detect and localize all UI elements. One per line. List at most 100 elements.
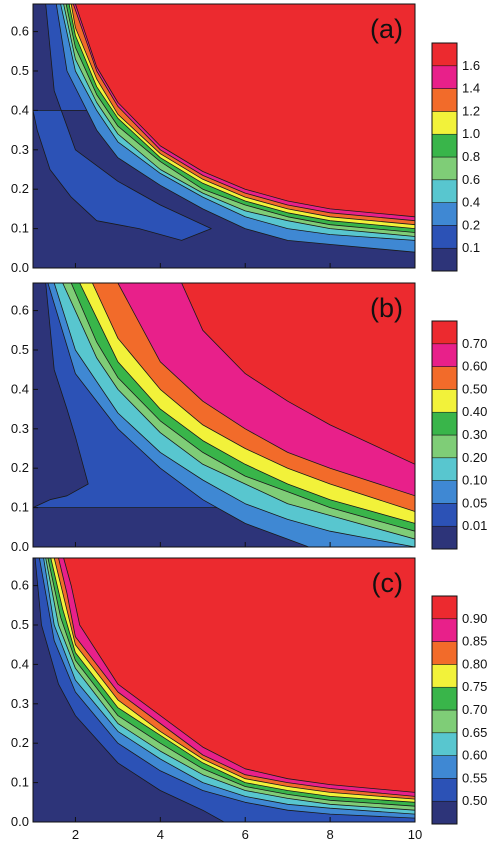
legend-swatch [431, 755, 458, 779]
legend-label: 0.01 [462, 518, 487, 533]
y-tick-label: 0.1 [11, 775, 29, 790]
legend-frame [431, 595, 458, 825]
x-tick-label: 2 [72, 827, 79, 842]
y-tick-label: 0.2 [11, 735, 29, 750]
legend-label: 0.70 [462, 336, 487, 351]
legend-label: 0.1 [462, 240, 480, 255]
legend-label: 0.65 [462, 725, 487, 740]
legend-swatch [431, 225, 458, 249]
legend-swatch [431, 202, 458, 226]
legend-swatch [431, 778, 458, 802]
legend-swatch [431, 111, 458, 135]
legend-label: 0.2 [462, 217, 480, 232]
contour-fills [33, 558, 415, 822]
legend-label: 0.4 [462, 195, 480, 210]
plot-frame [32, 3, 416, 269]
legend-swatch [431, 320, 458, 345]
legend-label: 0.40 [462, 404, 487, 419]
legend-label: 0.50 [462, 381, 487, 396]
legend-swatch [431, 457, 458, 481]
legend-label: 0.05 [462, 495, 487, 510]
y-tick-label: 0.1 [11, 500, 29, 515]
y-tick-label: 0.6 [11, 24, 29, 39]
y-tick-label: 0.2 [11, 460, 29, 475]
y-tick-label: 0.5 [11, 342, 29, 357]
legend-swatch [431, 664, 458, 688]
legend-swatch [431, 503, 458, 527]
legend-label: 1.4 [462, 81, 480, 96]
panel-label: (a) [370, 14, 403, 44]
legend-label: 0.60 [462, 359, 487, 374]
legend-swatch [431, 247, 458, 272]
legend-label: 0.30 [462, 427, 487, 442]
x-tick-label: 4 [157, 827, 164, 842]
legend-label: 0.60 [462, 748, 487, 763]
legend-label: 0.70 [462, 702, 487, 717]
legend-label: 0.85 [462, 634, 487, 649]
y-tick-label: 0.6 [11, 303, 29, 318]
contour-fills [33, 283, 415, 547]
legend-swatch [431, 366, 458, 390]
legend-label: 0.55 [462, 770, 487, 785]
y-tick-label: 0.0 [11, 539, 29, 554]
color-legend: 0.01 0.05 0.10 0.20 0.30 0.40 0.50 0.60 0.70 [431, 320, 487, 550]
legend-label: 0.90 [462, 611, 487, 626]
y-tick-label: 0.1 [11, 221, 29, 236]
legend-label: 1.2 [462, 103, 480, 118]
x-tick-label: 6 [242, 827, 249, 842]
legend-swatch [431, 434, 458, 459]
legend-swatch [431, 800, 458, 825]
contour-level-0.9 [63, 558, 415, 793]
legend-frame [431, 42, 458, 272]
legend-swatch [431, 179, 458, 203]
legend-swatch [431, 133, 458, 158]
legend-swatch [431, 732, 458, 756]
legend-swatch [431, 42, 458, 67]
color-legend: 0.50 0.55 0.60 0.65 0.70 0.75 0.80 0.85 0.90 [431, 595, 487, 825]
y-tick-label: 0.4 [11, 656, 29, 671]
legend-swatch [431, 156, 458, 181]
legend-label: 0.20 [462, 450, 487, 465]
legend-label: 0.8 [462, 149, 480, 164]
contour-level-0.7 [181, 283, 415, 465]
legend-label: 0.80 [462, 656, 487, 671]
x-tick-label: 8 [326, 827, 333, 842]
legend-frame [431, 320, 458, 550]
legend-swatch [431, 480, 458, 504]
legend-swatch [431, 709, 458, 734]
y-tick-label: 0.3 [11, 142, 29, 157]
y-tick-label: 0.3 [11, 421, 29, 436]
plot-frame [32, 557, 416, 823]
panel-3: 0.00.10.20.30.40.50.62 4 6 8 10(c)0.500.550.… [11, 557, 487, 842]
y-tick-label: 0.4 [11, 381, 29, 396]
y-tick-label: 0.5 [11, 617, 29, 632]
legend-swatch [431, 411, 458, 436]
panel-2: 0.0 0.1 0.2 0.3 0.4 0.5 0.6 (b) 0.01 0.05 0.10 0.20… [11, 282, 487, 554]
legend-swatch [431, 389, 458, 413]
panel-1: 0.0 0.1 0.2 0.3 0.4 0.5 0.6 (a) 0.1 0.2 0.4 0.6 0.8 1… [11, 3, 480, 275]
y-tick-label: 0.3 [11, 696, 29, 711]
legend-swatch [431, 686, 458, 711]
legend-swatch [431, 525, 458, 550]
legend-label: 1.6 [462, 58, 480, 73]
contour-fills [33, 4, 415, 268]
legend-label: 1.0 [462, 126, 480, 141]
y-tick-label: 0.6 [11, 578, 29, 593]
y-tick-label: 0.5 [11, 63, 29, 78]
legend-label: 0.50 [462, 793, 487, 808]
contour-level-1.6 [75, 4, 415, 218]
panel-label: (b) [370, 293, 403, 323]
y-tick-label: 0.4 [11, 102, 29, 117]
legend-swatch [431, 618, 458, 642]
y-tick-label: 0.0 [11, 260, 29, 275]
plot-frame [32, 282, 416, 548]
legend-label: 0.6 [462, 172, 480, 187]
legend-swatch [431, 65, 458, 89]
legend-label: 0.75 [462, 679, 487, 694]
color-legend: 0.1 0.2 0.4 0.6 0.8 1.0 1.2 1.4 1.6 [431, 42, 480, 272]
legend-label: 0.10 [462, 473, 487, 488]
panel-label: (c) [372, 568, 403, 598]
y-tick-label: 0.0 [11, 814, 29, 829]
legend-swatch [431, 343, 458, 367]
